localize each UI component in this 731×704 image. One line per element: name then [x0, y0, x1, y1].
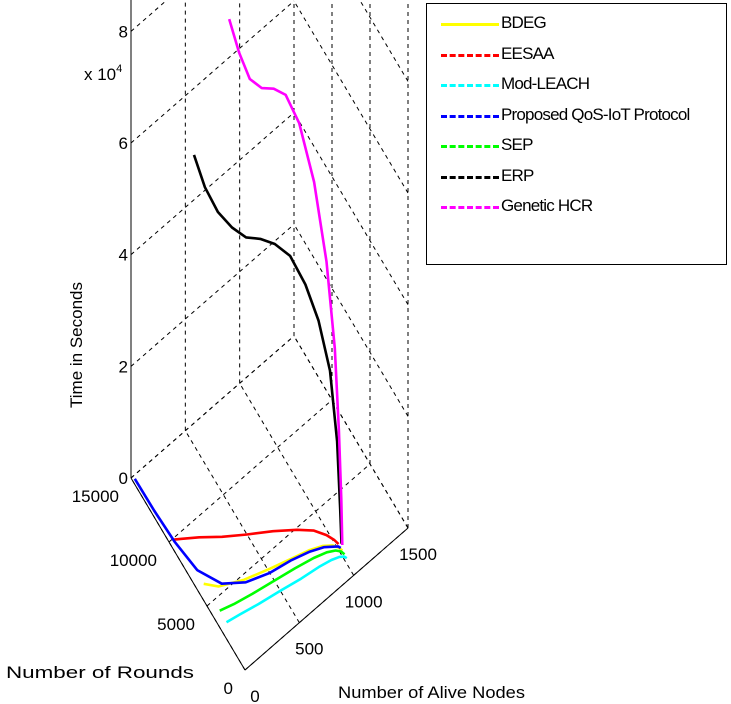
legend-item: Genetic HCR	[427, 193, 727, 223]
back-wall-grid-horizontal	[359, 0, 409, 82]
floor-grid-line-x	[239, 383, 355, 576]
data-series	[133, 18, 348, 624]
legend-item: EESAA	[427, 41, 727, 71]
side-wall-grid-horizontal	[130, 0, 295, 144]
legend-label: Genetic HCR	[501, 196, 593, 215]
legend-line-swatch	[441, 145, 499, 148]
y-tick-label: 0	[224, 679, 233, 698]
y-tick-label: 10000	[110, 551, 157, 570]
x-tick-label: 1000	[345, 592, 383, 611]
side-wall-grid-horizontal	[130, 335, 295, 479]
legend-line-swatch	[441, 206, 499, 209]
legend-item: ERP	[427, 163, 727, 193]
back-wall-grid-horizontal	[293, 224, 409, 417]
legend-label: SEP	[501, 135, 533, 154]
x-axis-line	[244, 527, 409, 671]
x-tick-label: 0	[250, 687, 259, 704]
back-wall-grid-horizontal	[293, 0, 409, 194]
z-tick-label: 2	[119, 357, 128, 376]
floor-grid-line-x	[130, 477, 246, 671]
tick-labels: 050010001500050001000015000024681012	[72, 22, 437, 704]
series-line-6	[227, 18, 344, 546]
floor-grid-line-y	[168, 399, 333, 543]
side-wall-grid-horizontal	[130, 223, 295, 367]
legend-label: ERP	[501, 165, 534, 185]
series-line-3	[133, 478, 342, 585]
legend-label: Mod-LEACH	[501, 74, 590, 93]
z-tick-label: 8	[119, 22, 128, 41]
series-line-4	[219, 549, 346, 612]
legend-line-swatch	[441, 53, 499, 57]
legend-item: Mod-LEACH	[427, 71, 727, 101]
z-tick-label: 4	[119, 246, 128, 265]
legend-line-swatch	[441, 23, 499, 26]
legend-item: BDEG	[427, 10, 727, 40]
x-axis-label: Number of Alive Nodes	[338, 683, 525, 702]
legend-label: Proposed QoS-IoT Protocol	[501, 104, 690, 124]
y-axis-label: Number of Rounds	[6, 663, 194, 682]
z-tick-label: 6	[119, 134, 128, 153]
series-line-5	[192, 154, 343, 544]
legend-label: EESAA	[501, 43, 554, 63]
legend-item: Proposed QoS-IoT Protocol	[427, 102, 727, 132]
back-wall-grid-horizontal	[293, 112, 409, 305]
axes-grid	[130, 0, 409, 671]
legend-line-swatch	[441, 114, 499, 118]
x-tick-label: 500	[295, 640, 323, 659]
floor-grid-line-x	[184, 430, 300, 623]
side-wall-grid-horizontal	[130, 112, 295, 256]
legend: BDEG EESAA Mod-LEACH Proposed QoS-IoT Proto…	[426, 3, 727, 265]
legend-label: BDEG	[501, 13, 547, 32]
z-tick-label: 0	[119, 469, 128, 488]
y-tick-label: 5000	[157, 615, 195, 634]
legend-item: SEP	[427, 132, 727, 162]
z-axis-label: Time in Seconds	[67, 282, 86, 408]
series-line-1	[174, 528, 340, 546]
legend-line-swatch	[441, 84, 499, 87]
back-wall-grid-horizontal	[293, 335, 409, 529]
series-line-2	[225, 555, 348, 624]
y-tick-label: 15000	[72, 487, 119, 506]
x-tick-label: 1500	[399, 545, 437, 564]
side-wall-grid-horizontal	[130, 0, 168, 32]
z-exponent-label: x 104	[84, 63, 122, 84]
legend-line-swatch	[441, 175, 499, 179]
